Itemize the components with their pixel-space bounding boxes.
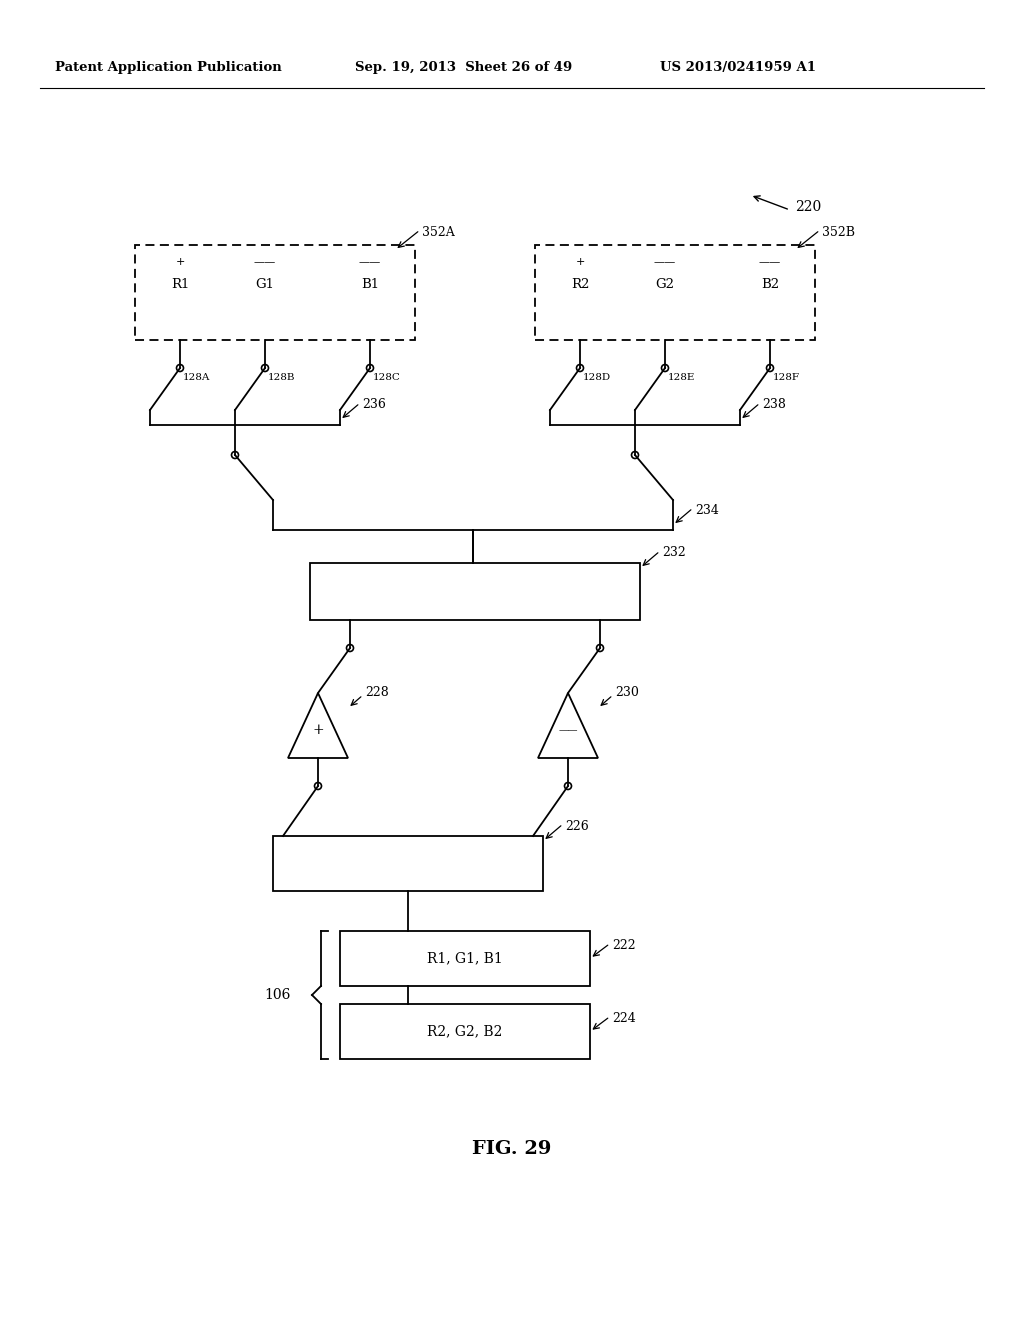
Text: 128B: 128B — [268, 374, 296, 381]
Text: 232: 232 — [662, 546, 686, 560]
Text: G1: G1 — [256, 279, 274, 292]
Text: 220: 220 — [795, 201, 821, 214]
Text: 228: 228 — [365, 686, 389, 700]
Bar — [340, 1005, 590, 1059]
Text: 224: 224 — [612, 1012, 636, 1026]
Text: ——: —— — [558, 726, 578, 735]
Text: R2: R2 — [570, 279, 589, 292]
Text: FIG. 29: FIG. 29 — [472, 1140, 552, 1158]
Bar — [340, 931, 590, 986]
Text: 352B: 352B — [822, 226, 855, 239]
Text: ——: —— — [358, 257, 381, 267]
Text: ——: —— — [254, 257, 276, 267]
Text: 352A: 352A — [422, 226, 455, 239]
Text: US 2013/0241959 A1: US 2013/0241959 A1 — [660, 62, 816, 74]
Text: +: + — [575, 257, 585, 267]
Text: 128F: 128F — [773, 374, 800, 381]
Text: 222: 222 — [612, 939, 636, 952]
Text: Sep. 19, 2013  Sheet 26 of 49: Sep. 19, 2013 Sheet 26 of 49 — [355, 62, 572, 74]
Text: R1: R1 — [171, 279, 189, 292]
Text: R1, G1, B1: R1, G1, B1 — [427, 952, 503, 965]
Text: 236: 236 — [362, 399, 386, 412]
Text: G2: G2 — [655, 279, 675, 292]
Text: B2: B2 — [761, 279, 779, 292]
Text: +: + — [312, 723, 324, 738]
Text: B1: B1 — [360, 279, 379, 292]
Bar — [135, 246, 415, 341]
Text: 234: 234 — [695, 503, 719, 516]
Bar — [535, 246, 815, 341]
Text: 128D: 128D — [583, 374, 611, 381]
Text: 106: 106 — [265, 987, 291, 1002]
Text: 128E: 128E — [668, 374, 695, 381]
Text: 128A: 128A — [183, 374, 210, 381]
Bar — [273, 836, 543, 891]
Text: 238: 238 — [762, 399, 785, 412]
Text: +: + — [175, 257, 184, 267]
Text: 230: 230 — [615, 686, 639, 700]
Text: R2, G2, B2: R2, G2, B2 — [427, 1024, 503, 1039]
Text: ——: —— — [654, 257, 676, 267]
Text: ——: —— — [759, 257, 781, 267]
Bar — [310, 564, 640, 620]
Text: 128C: 128C — [373, 374, 400, 381]
Text: 226: 226 — [565, 820, 589, 833]
Text: Patent Application Publication: Patent Application Publication — [55, 62, 282, 74]
